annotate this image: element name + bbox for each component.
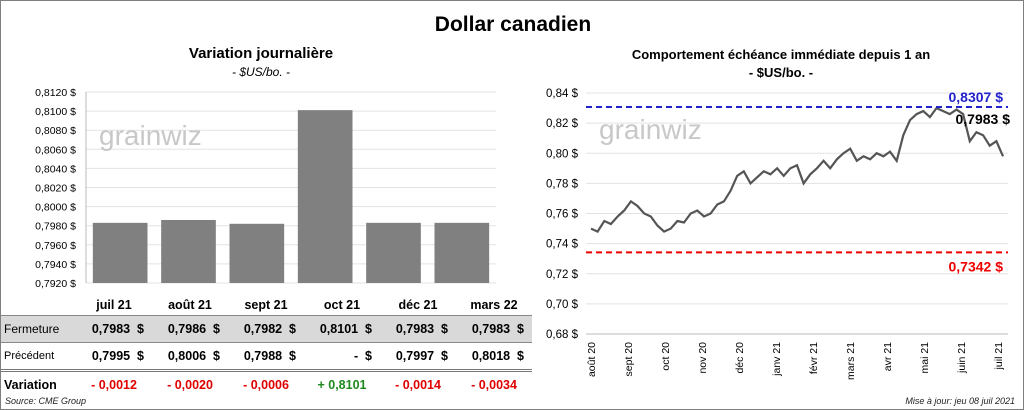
x-tick-label: oct 20: [660, 342, 672, 371]
bar-chart: 0,7920 $ 0,7940 $ 0,7960 $ 0,7980 $ 0,8000 $…: [35, 87, 496, 290]
x-tick-label: mai 21: [919, 342, 931, 374]
column-header: oct 21: [323, 298, 361, 312]
left-chart-subtitle: - $US/bo. -: [231, 65, 291, 79]
bar: [161, 219, 216, 283]
update-note: Mise à jour: jeu 08 juil 2021: [905, 396, 1015, 406]
y-tick-label: 0,7960 $: [35, 240, 76, 252]
y-tick-label: 0,74 $: [546, 239, 579, 251]
variation-cell: - 0,0006: [228, 369, 304, 398]
y-tick-label: 0,8120 $: [35, 87, 76, 99]
x-tick-label: août 20: [586, 342, 598, 377]
right-chart-subtitle: - $US/bo. -: [748, 65, 814, 80]
column-header: mars 22: [470, 298, 518, 312]
column-header: juil 21: [96, 298, 132, 312]
x-tick-label: déc 20: [734, 342, 746, 374]
page-title: Dollar canadien: [434, 13, 592, 36]
y-tick-label: 0,72 $: [546, 269, 579, 281]
table-cell: - $: [353, 349, 372, 363]
y-tick-label: 0,78 $: [546, 178, 579, 190]
y-tick-label: 0,80 $: [546, 148, 579, 160]
y-tick-label: 0,8000 $: [35, 202, 76, 214]
row-label: Fermeture: [1, 315, 76, 343]
table-cell: 0,8018 $: [471, 349, 524, 363]
y-tick-label: 0,8040 $: [35, 163, 76, 175]
variation-cell: - 0,0020: [152, 369, 228, 398]
table-cell: 0,7983 $: [456, 315, 532, 343]
row-label: Variation: [1, 369, 76, 398]
x-tick-label: avr 21: [882, 342, 894, 371]
y-tick-label: 0,8080 $: [35, 125, 76, 137]
table-row-variation: Variation - 0,0012- 0,0020- 0,0006 + 0,810…: [1, 369, 532, 398]
variation-cell: - 0,0014: [380, 369, 456, 398]
y-tick-label: 0,7980 $: [35, 221, 76, 233]
y-tick-label: 0,7940 $: [35, 259, 76, 271]
x-tick-label: mars 21: [845, 342, 857, 380]
table-row-precedent: Précédent 0,7995 $ 0,8006 $ 0,7988 $ - $ 0,79…: [1, 343, 532, 371]
watermark-logo: grainwiz: [599, 114, 702, 145]
price-line: [590, 106, 1005, 233]
variation-cell: - 0,0034: [456, 369, 532, 398]
x-tick-label: sept 20: [623, 342, 635, 377]
line-chart: 0,68 $ 0,70 $ 0,72 $ 0,74 $ 0,76 $ 0,78 $ 0,80…: [546, 88, 1011, 380]
table-cell: 0,7995 $: [91, 349, 144, 363]
table-cell: 0,7982 $: [228, 315, 304, 343]
x-tick-label: févr 21: [808, 342, 820, 374]
row-label: Précédent: [4, 350, 55, 362]
table-row-fermeture: Fermeture 0,7983 $0,7986 $0,7982 $0,8101 …: [1, 315, 532, 343]
y-tick-label: 0,68 $: [546, 329, 579, 341]
x-tick-label: juin 21: [956, 342, 968, 374]
table-cell: 0,7983 $: [76, 315, 152, 343]
table-cell: 0,7997 $: [395, 349, 448, 363]
table-cell: 0,8006 $: [167, 349, 220, 363]
y-tick-label: 0,8020 $: [35, 183, 76, 195]
y-tick-label: 0,70 $: [546, 299, 579, 311]
bar: [92, 222, 148, 283]
y-tick-label: 0,76 $: [546, 209, 579, 221]
y-tick-label: 0,84 $: [546, 88, 579, 100]
table-cell: 0,8101 $: [304, 315, 380, 343]
column-header: sept 21: [244, 298, 288, 312]
y-tick-label: 0,8100 $: [35, 106, 76, 118]
right-chart-title: Comportement échéance immédiate depuis 1…: [631, 47, 931, 62]
table-cell: 0,7983 $: [380, 315, 456, 343]
last-value-label: 0,7983 $: [956, 111, 1011, 127]
x-tick-label: juil 21: [993, 342, 1005, 371]
table-header-row: juil 21 août 21 sept 21 oct 21 déc 21 mars 22: [1, 295, 532, 316]
max-label: 0,8307 $: [949, 89, 1004, 105]
source-note: Source: CME Group: [5, 396, 87, 406]
watermark-logo: grainwiz: [99, 120, 202, 151]
x-tick-label: nov 20: [697, 342, 709, 374]
bar: [434, 222, 490, 283]
bar: [297, 110, 353, 283]
column-header: déc 21: [398, 298, 438, 312]
table-cell: 0,7988 $: [243, 349, 296, 363]
bar: [229, 223, 285, 283]
bar: [366, 222, 421, 283]
price-table: juil 21 août 21 sept 21 oct 21 déc 21 mars 22…: [1, 295, 532, 398]
variation-cell: + 0,8101: [304, 369, 380, 398]
variation-cell: - 0,0012: [76, 369, 152, 398]
left-chart-title: Variation journalière: [188, 45, 334, 62]
min-label: 0,7342 $: [949, 258, 1004, 274]
y-tick-label: 0,8060 $: [35, 144, 76, 156]
y-tick-label: 0,7920 $: [35, 278, 76, 290]
x-tick-label: janv 21: [771, 342, 783, 377]
column-header: août 21: [168, 298, 212, 312]
table-cell: 0,7986 $: [152, 315, 228, 343]
y-tick-label: 0,82 $: [546, 118, 579, 130]
